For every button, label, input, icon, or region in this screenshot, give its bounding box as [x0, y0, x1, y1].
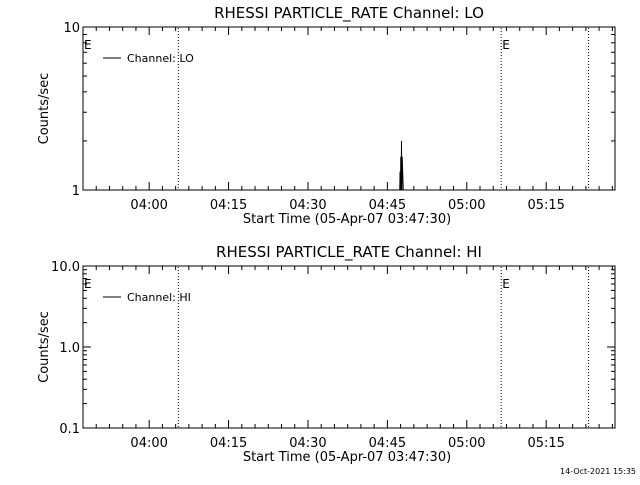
- x-tick-label-lo: 04:00: [130, 198, 167, 213]
- x-tick-label-lo: 04:45: [369, 198, 406, 213]
- y-axis-label-hi: Counts/sec: [37, 311, 52, 383]
- x-tick-label-lo: 05:15: [527, 198, 564, 213]
- plot-frame-lo: [82, 26, 616, 191]
- series-line-lo: [397, 140, 404, 191]
- x-tick-label-hi: 05:15: [527, 436, 564, 451]
- x-tick-label-lo: 05:00: [448, 198, 485, 213]
- footer-timestamp: 14-Oct-2021 15:35: [560, 467, 636, 476]
- x-tick-label-lo: 04:15: [210, 198, 247, 213]
- x-tick-label-hi: 04:45: [369, 436, 406, 451]
- chart-title-lo: RHESSI PARTICLE_RATE Channel: LO: [214, 4, 484, 23]
- x-tick-label-hi: 04:00: [130, 436, 167, 451]
- x-axis-label-hi: Start Time (05-Apr-07 03:47:30): [243, 450, 451, 465]
- y-tick-label-hi: 10.0: [51, 260, 80, 275]
- chart-title-hi: RHESSI PARTICLE_RATE Channel: HI: [216, 243, 482, 262]
- y-tick-label-lo: 10: [63, 21, 80, 36]
- event-marker-lo: E: [84, 38, 92, 52]
- event-marker-hi: E: [502, 277, 510, 291]
- y-tick-label-hi: 1.0: [59, 341, 80, 356]
- x-tick-label-hi: 05:00: [448, 436, 485, 451]
- event-marker-lo: E: [502, 38, 510, 52]
- y-tick-label-hi: 0.1: [59, 422, 80, 437]
- legend-label-lo: Channel: LO: [127, 52, 194, 65]
- x-tick-label-hi: 04:15: [210, 436, 247, 451]
- legend-label-hi: Channel: HI: [127, 291, 191, 304]
- y-axis-label-lo: Counts/sec: [37, 73, 52, 145]
- y-tick-label-lo: 1: [72, 184, 80, 199]
- event-marker-hi: E: [84, 277, 92, 291]
- x-axis-label-lo: Start Time (05-Apr-07 03:47:30): [243, 212, 451, 227]
- x-tick-label-lo: 04:30: [289, 198, 326, 213]
- x-tick-label-hi: 04:30: [289, 436, 326, 451]
